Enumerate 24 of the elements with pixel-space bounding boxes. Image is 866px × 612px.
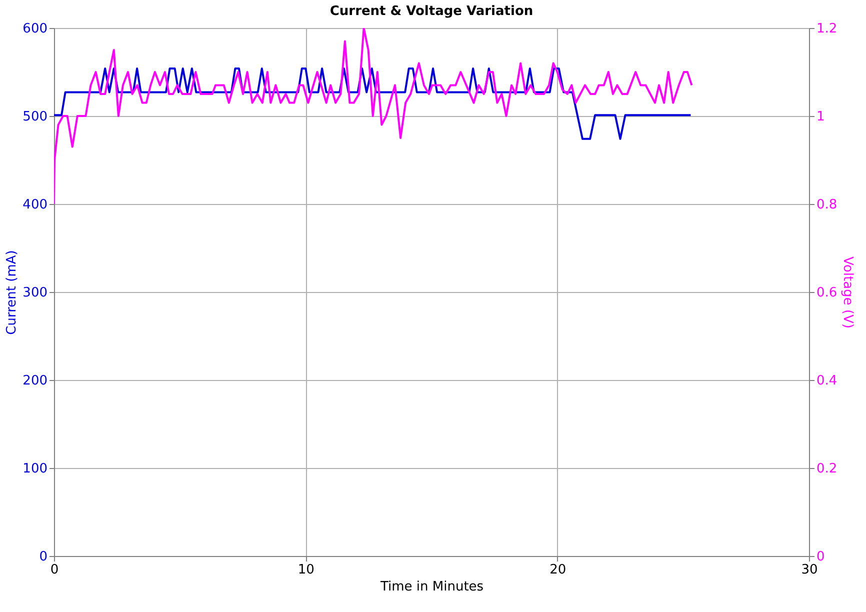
x-tick-label: 30: [801, 562, 818, 578]
y-tick-label: 400: [22, 198, 48, 212]
y-tick-label: 300: [22, 286, 48, 300]
y-tick-label: 600: [22, 22, 48, 36]
y2-tick-label: 0.4: [816, 374, 838, 388]
x-tick-label: 10: [298, 562, 314, 578]
y2-tick-label: 1.2: [816, 22, 838, 36]
x-tick-label: 20: [550, 562, 566, 578]
line-series: [54, 28, 693, 205]
y-tick-label: 100: [22, 462, 48, 476]
y-tick-label: 0: [39, 550, 48, 564]
line-series: [54, 67, 692, 140]
chart-title: Current & Voltage Variation: [330, 4, 534, 19]
y2-tick-label: 0.6: [816, 286, 838, 300]
x-axis-title: Time in Minutes: [379, 580, 484, 594]
y2-tick-label: 1: [816, 110, 825, 124]
y2-tick-label: 0: [816, 550, 825, 564]
y-tick-label: 500: [22, 110, 48, 124]
y2-tick-label: 0.8: [816, 198, 838, 212]
y-axis-title: Current (mA): [4, 250, 20, 335]
y2-axis-title: Voltage (V): [840, 256, 856, 328]
y-tick-label: 200: [22, 374, 48, 388]
y2-tick-label: 0.2: [816, 462, 838, 476]
x-tick-label: 0: [50, 562, 59, 578]
